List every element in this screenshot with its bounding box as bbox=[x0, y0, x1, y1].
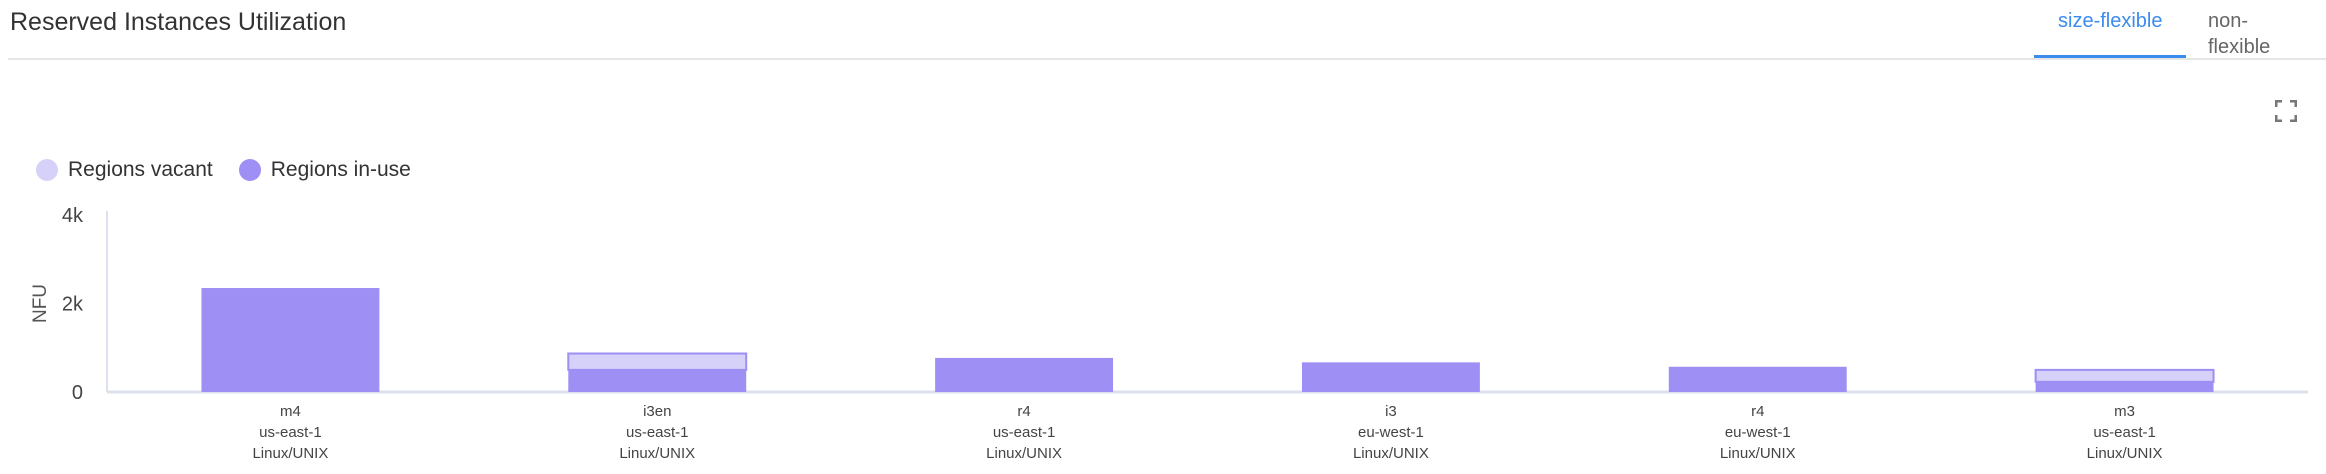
x-tick-label: us-east-1 bbox=[2093, 424, 2156, 441]
header-divider bbox=[8, 58, 2326, 60]
legend-item-vacant[interactable]: Regions vacant bbox=[36, 158, 213, 182]
x-tick-label: r4 bbox=[1017, 403, 1030, 420]
x-tick-label: us-east-1 bbox=[626, 424, 689, 441]
bar-in-use bbox=[935, 357, 1114, 392]
legend-label: Regions vacant bbox=[68, 158, 213, 181]
x-tick-label: us-east-1 bbox=[993, 424, 1056, 441]
bar-in-use bbox=[2035, 381, 2214, 392]
legend-item-in-use[interactable]: Regions in-use bbox=[238, 158, 411, 182]
bar-in-use bbox=[1301, 362, 1480, 392]
x-tick-label: r4 bbox=[1751, 403, 1764, 420]
chart-legend: Regions vacant Regions in-use bbox=[36, 158, 411, 182]
tab-non-flexible[interactable]: non-flexible bbox=[2208, 10, 2271, 58]
bar-in-use bbox=[568, 369, 747, 392]
x-tick-label: i3 bbox=[1385, 403, 1397, 420]
y-tick-label: 2k bbox=[62, 294, 84, 316]
legend-label: Regions in-use bbox=[270, 158, 411, 181]
x-tick-label: Linux/UNIX bbox=[1720, 445, 1796, 462]
x-tick-label: Linux/UNIX bbox=[619, 445, 695, 462]
x-tick-label: m3 bbox=[2114, 403, 2135, 420]
x-tick-label: eu-west-1 bbox=[1358, 424, 1424, 441]
fullscreen-icon[interactable] bbox=[2275, 100, 2297, 122]
y-tick-label: 4k bbox=[62, 205, 84, 227]
x-tick-label: Linux/UNIX bbox=[1353, 445, 1429, 462]
y-tick-label: 0 bbox=[72, 382, 83, 404]
x-tick-label: us-east-1 bbox=[259, 424, 322, 441]
legend-swatch-in-use bbox=[238, 159, 261, 181]
x-tick-label: Linux/UNIX bbox=[252, 445, 328, 462]
x-tick-label: i3en bbox=[643, 403, 671, 420]
page-title: Reserved Instances Utilization bbox=[10, 8, 347, 36]
x-tick-label: Linux/UNIX bbox=[2087, 445, 2163, 462]
bar-in-use bbox=[201, 288, 380, 392]
legend-swatch-vacant bbox=[36, 159, 58, 181]
x-tick-label: Linux/UNIX bbox=[986, 445, 1062, 462]
x-tick-label: m4 bbox=[280, 403, 301, 420]
bar-in-use bbox=[1668, 366, 1847, 392]
y-axis-title: NFU bbox=[30, 284, 51, 323]
bar-vacant bbox=[2034, 368, 2215, 383]
bar-vacant bbox=[567, 352, 748, 371]
x-tick-label: eu-west-1 bbox=[1725, 424, 1791, 441]
tab-size-flexible[interactable]: size-flexible bbox=[2034, 8, 2187, 58]
